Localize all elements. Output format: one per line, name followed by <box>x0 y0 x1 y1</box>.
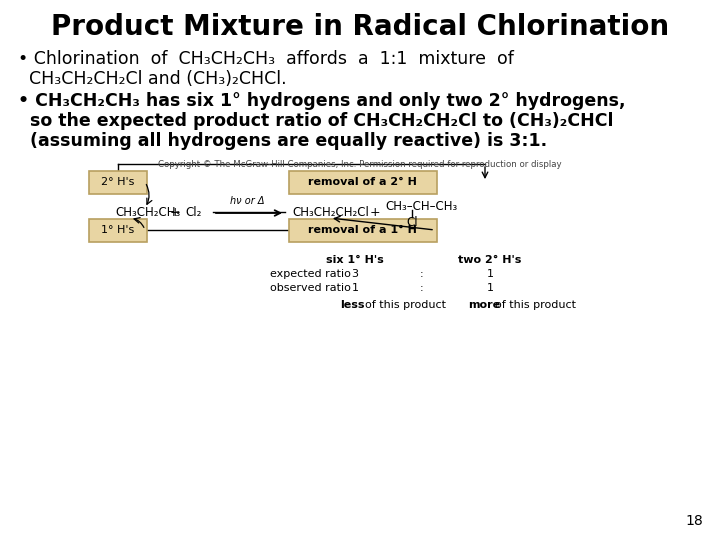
Text: Cl₂: Cl₂ <box>185 206 202 219</box>
Text: CH₃CH₂CH₂Cl: CH₃CH₂CH₂Cl <box>292 206 369 219</box>
Text: more: more <box>468 300 500 310</box>
FancyBboxPatch shape <box>289 171 436 193</box>
Text: +: + <box>170 206 180 219</box>
Text: CH₃CH₂CH₃: CH₃CH₂CH₃ <box>115 206 180 219</box>
Text: less: less <box>340 300 364 310</box>
Text: CH₃CH₂CH₂Cl and (CH₃)₂CHCl.: CH₃CH₂CH₂Cl and (CH₃)₂CHCl. <box>18 70 287 88</box>
Text: Copyright © The McGraw-Hill Companies, Inc. Permission required for reproduction: Copyright © The McGraw-Hill Companies, I… <box>158 160 562 169</box>
Text: 1: 1 <box>351 283 359 293</box>
Text: removal of a 2° H: removal of a 2° H <box>308 177 417 187</box>
Text: 3: 3 <box>351 269 359 279</box>
FancyBboxPatch shape <box>89 171 146 193</box>
Text: six 1° H's: six 1° H's <box>326 255 384 265</box>
Text: Product Mixture in Radical Chlorination: Product Mixture in Radical Chlorination <box>51 13 669 41</box>
Text: +: + <box>369 206 380 219</box>
Text: two 2° H's: two 2° H's <box>459 255 522 265</box>
Text: CH₃–CH–CH₃: CH₃–CH–CH₃ <box>385 199 457 213</box>
FancyBboxPatch shape <box>89 219 146 241</box>
Text: of this product: of this product <box>495 300 576 310</box>
Text: (assuming all hydrogens are equally reactive) is 3:1.: (assuming all hydrogens are equally reac… <box>18 132 547 150</box>
Text: 1° H's: 1° H's <box>101 225 134 235</box>
Text: 1: 1 <box>487 283 493 293</box>
Text: observed ratio: observed ratio <box>270 283 351 293</box>
Text: • Chlorination  of  CH₃CH₂CH₃  affords  a  1:1  mixture  of: • Chlorination of CH₃CH₂CH₃ affords a 1:… <box>18 50 514 68</box>
Text: removal of a 1° H: removal of a 1° H <box>308 225 417 235</box>
Text: expected ratio: expected ratio <box>270 269 351 279</box>
Text: 2° H's: 2° H's <box>101 177 134 187</box>
Text: of this product: of this product <box>365 300 446 310</box>
Text: 1: 1 <box>487 269 493 279</box>
Text: so the expected product ratio of CH₃CH₂CH₂Cl to (CH₃)₂CHCl: so the expected product ratio of CH₃CH₂C… <box>18 112 613 130</box>
Text: Cl: Cl <box>406 217 418 230</box>
Text: • CH₃CH₂CH₃ has six 1° hydrogens and only two 2° hydrogens,: • CH₃CH₂CH₃ has six 1° hydrogens and onl… <box>18 92 626 110</box>
Text: :: : <box>420 269 424 279</box>
Text: hν or Δ: hν or Δ <box>230 196 264 206</box>
Text: :: : <box>420 283 424 293</box>
Text: 18: 18 <box>685 514 703 528</box>
FancyBboxPatch shape <box>289 219 436 241</box>
